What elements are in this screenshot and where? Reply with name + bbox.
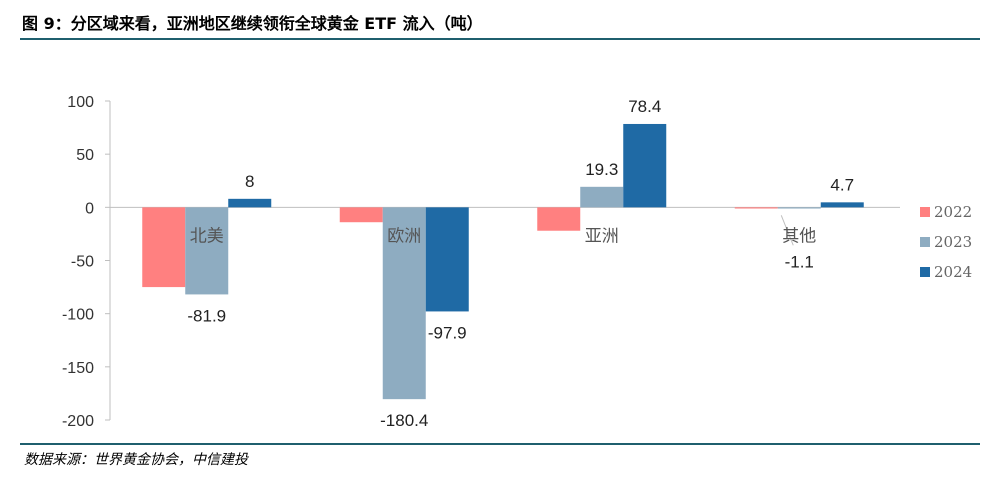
y-tick-label: 50	[76, 147, 94, 164]
bar-2022-北美	[142, 207, 186, 288]
data-label-2024-其他: 4.7	[830, 175, 854, 194]
bar-2022-欧洲	[339, 207, 383, 223]
data-label-2024-欧洲: -97.9	[428, 323, 467, 342]
bar-2023-欧洲	[382, 207, 426, 400]
bar-2022-其他	[734, 207, 778, 209]
y-tick-label: 0	[85, 200, 94, 217]
y-tick-label: -150	[62, 360, 94, 377]
data-labels: -81.9 8 -180.4 -97.9 19.3 78.4 -1.1 4.7	[187, 97, 854, 430]
bar-2023-亚洲	[580, 186, 624, 208]
bars	[142, 123, 864, 400]
y-tick-label: -100	[62, 307, 94, 324]
title-rule	[20, 38, 980, 40]
bar-2023-北美	[185, 207, 229, 295]
data-label-2023-亚洲: 19.3	[585, 160, 618, 179]
data-label-2023-欧洲: -180.4	[380, 411, 428, 430]
bar-2024-北美	[228, 198, 272, 208]
data-label-2024-亚洲: 78.4	[628, 97, 661, 116]
category-label-其他: 其他	[782, 226, 816, 246]
y-tick-label: -200	[62, 413, 94, 430]
category-label-北美: 北美	[190, 226, 224, 246]
figure-title: 图 9：分区域来看，亚洲地区继续领衔全球黄金 ETF 流入（吨）	[22, 14, 483, 33]
legend: 2022 2023 2024	[920, 203, 972, 281]
category-labels: 北美 欧洲 亚洲 其他	[190, 226, 817, 246]
y-tick-label: -50	[71, 254, 94, 271]
category-label-欧洲: 欧洲	[387, 226, 421, 246]
bar-2024-其他	[820, 202, 864, 208]
bar-2024-欧洲	[425, 207, 469, 312]
data-label-2023-其他: -1.1	[785, 252, 814, 271]
legend-label-2024: 2024	[934, 263, 972, 281]
bar-2024-亚洲	[623, 123, 667, 208]
bar-2022-亚洲	[537, 207, 581, 231]
legend-label-2022: 2022	[934, 203, 972, 221]
leader-line	[780, 215, 794, 246]
data-label-2024-北美: 8	[245, 172, 254, 191]
category-label-亚洲: 亚洲	[585, 226, 619, 246]
legend-swatch-2024	[920, 267, 930, 277]
y-tick-label: 100	[67, 94, 94, 111]
legend-swatch-2023	[920, 237, 930, 247]
bar-chart: 100 50 0 -50 -100 -150 -200 -81.9 8 -180.4 -97.9 1…	[62, 94, 972, 430]
source-note: 数据来源：世界黄金协会，中信建投	[24, 452, 248, 468]
source-rule	[20, 443, 980, 445]
legend-label-2023: 2023	[934, 233, 972, 251]
data-label-2023-北美: -81.9	[187, 306, 226, 325]
bar-2023-其他	[777, 207, 821, 209]
legend-swatch-2022	[920, 207, 930, 217]
